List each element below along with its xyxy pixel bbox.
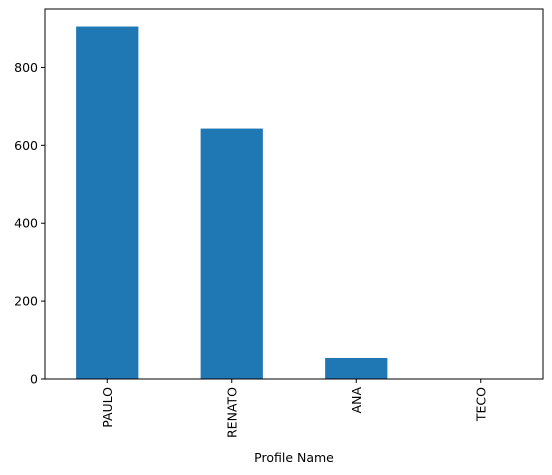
bar-renato bbox=[200, 128, 263, 379]
y-tick-label: 0 bbox=[30, 372, 38, 387]
bar-paulo bbox=[76, 26, 139, 380]
x-tick-label: RENATO bbox=[224, 387, 239, 438]
bar-ana bbox=[325, 357, 388, 379]
x-tick-label: ANA bbox=[349, 387, 364, 414]
x-tick-label: PAULO bbox=[100, 387, 115, 428]
x-tick-label: TECO bbox=[473, 387, 488, 422]
y-tick-label: 400 bbox=[14, 216, 38, 231]
y-tick-label: 800 bbox=[14, 60, 38, 75]
y-tick-label: 200 bbox=[14, 294, 38, 309]
x-axis-ticks: PAULO RENATO ANA TECO bbox=[100, 379, 488, 438]
bars-group bbox=[76, 26, 388, 380]
plot-area-frame bbox=[44, 8, 544, 380]
y-tick-label: 600 bbox=[14, 138, 38, 153]
x-axis-label: Profile Name bbox=[254, 450, 334, 465]
y-axis-ticks: 0 200 400 600 800 bbox=[14, 60, 45, 387]
